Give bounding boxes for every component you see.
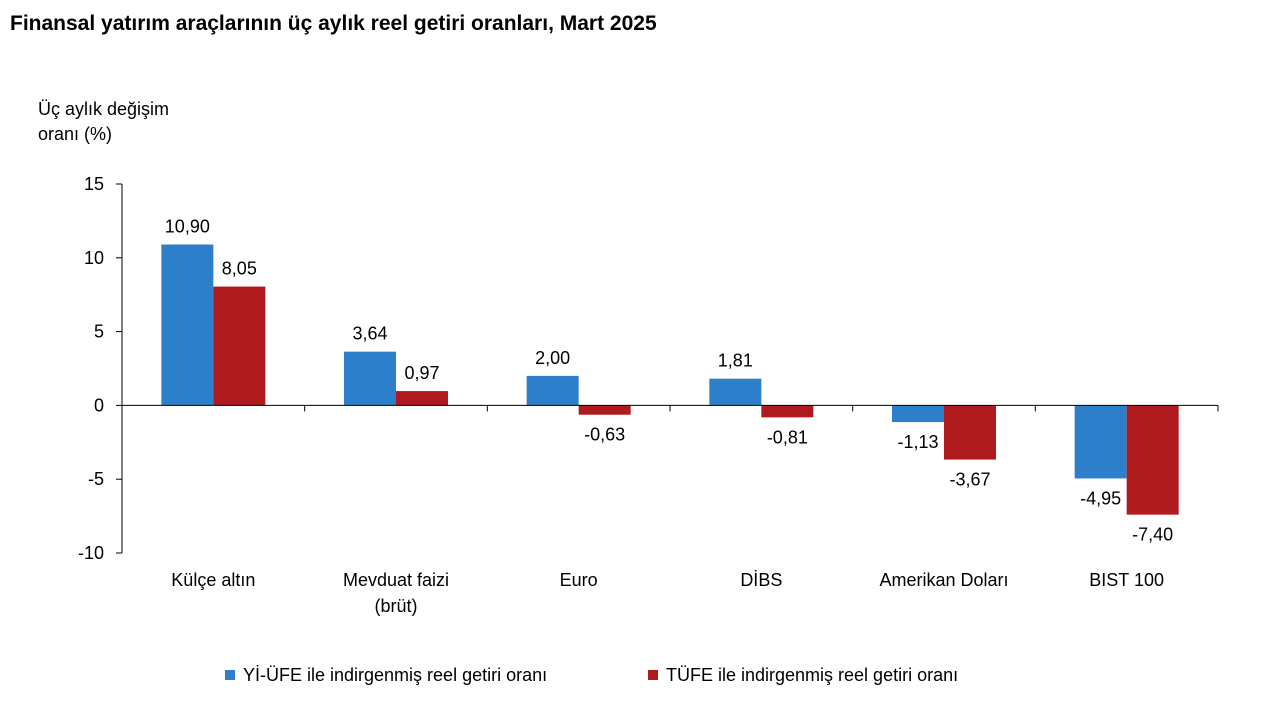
data-label: -4,95	[1080, 488, 1121, 508]
legend-swatch-cpi	[648, 670, 658, 680]
y-tick-label: 5	[94, 322, 104, 342]
y-tick-label: 10	[84, 248, 104, 268]
category-label: Külçe altın	[171, 570, 255, 590]
legend-swatch-ppi	[225, 670, 235, 680]
category-label: Mevduat faizi (brüt)	[343, 570, 449, 616]
data-label: 2,00	[535, 348, 570, 368]
y-tick-label: -10	[78, 543, 104, 563]
bar-cpi	[761, 405, 814, 418]
bar-ppi	[892, 405, 944, 423]
bar-cpi	[578, 405, 631, 415]
legend-item-ppi: Yİ-ÜFE ile indirgenmiş reel getiri oranı	[225, 662, 547, 688]
data-label: 3,64	[352, 324, 387, 344]
bar-ppi	[1074, 405, 1127, 479]
data-label: 10,90	[165, 217, 210, 237]
y-axis-label-line-1: Üç aylık değişim	[38, 99, 170, 119]
category-label-line: Külçe altın	[171, 570, 255, 590]
bar-cpi	[944, 405, 996, 460]
bar-ppi	[344, 351, 396, 406]
data-label: -0,81	[767, 427, 808, 447]
data-label: -1,13	[897, 432, 938, 452]
category-label: Euro	[560, 570, 598, 590]
category-label-line: Amerikan Doları	[879, 570, 1008, 590]
bar-cpi	[1126, 405, 1179, 515]
y-tick-label: 15	[84, 174, 104, 194]
data-label: -7,40	[1132, 525, 1173, 545]
category-label-line: Mevduat faizi	[343, 570, 449, 590]
bar-cpi	[213, 286, 266, 406]
category-label: BIST 100	[1089, 570, 1164, 590]
legend-label-ppi: Yİ-ÜFE ile indirgenmiş reel getiri oranı	[243, 664, 548, 685]
data-label: 8,05	[222, 259, 257, 279]
bar-ppi	[161, 244, 214, 406]
category-label-line: Euro	[560, 570, 598, 590]
legend-item-cpi: TÜFE ile indirgenmiş reel getiri oranı	[648, 662, 958, 688]
data-label: 1,81	[718, 351, 753, 371]
bar-cpi	[396, 391, 448, 406]
y-axis-label: Üç aylık değişim oranı (%)	[38, 97, 238, 147]
category-label-line: (brüt)	[374, 596, 417, 616]
y-axis-label-line-2: oranı (%)	[38, 124, 113, 144]
category-label: DİBS	[740, 570, 782, 590]
chart-title: Finansal yatırım araçlarının üç aylık re…	[10, 12, 657, 35]
bar-ppi	[709, 378, 762, 406]
data-label: -3,67	[949, 470, 990, 490]
y-tick-label: -5	[88, 469, 104, 489]
category-label-line: BIST 100	[1089, 570, 1164, 590]
legend-label-cpi: TÜFE ile indirgenmiş reel getiri oranı	[666, 664, 959, 685]
bar-ppi	[526, 375, 579, 406]
category-label: Amerikan Doları	[879, 570, 1008, 590]
chart-legend: Yİ-ÜFE ile indirgenmiş reel getiri oranı…	[0, 662, 1280, 688]
data-label: -0,63	[584, 425, 625, 445]
y-tick-label: 0	[94, 395, 104, 415]
category-label-line: DİBS	[740, 570, 782, 590]
data-label: 0,97	[404, 363, 439, 383]
